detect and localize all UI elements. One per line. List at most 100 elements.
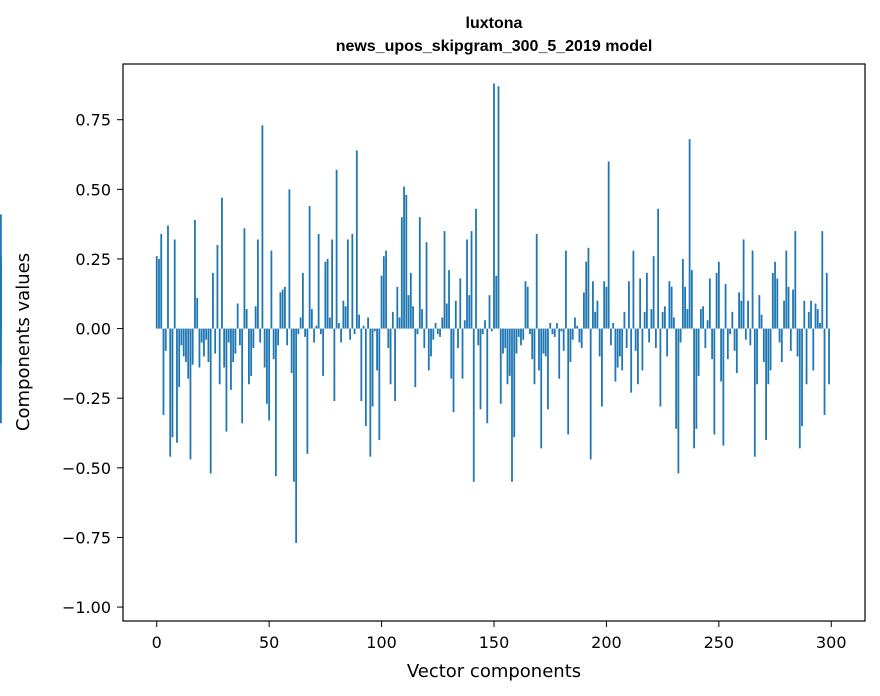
bar-274 (771, 272, 774, 329)
bar-294 (816, 309, 819, 329)
bar-182 (565, 250, 567, 329)
x-tick-label: 250 (704, 633, 735, 652)
bar-190 (583, 292, 585, 329)
bar-245 (706, 320, 709, 329)
bar-68 (308, 206, 311, 329)
bar-122 (430, 328, 432, 357)
bar-5 (167, 225, 169, 329)
bar-40 (245, 309, 248, 329)
bar-126 (439, 328, 441, 337)
bar-234 (681, 258, 684, 329)
bar-138 (466, 239, 468, 329)
bar-248 (713, 328, 716, 435)
bar-176 (551, 328, 554, 335)
bar-undefined (0, 261, 2, 329)
bar-26 (214, 328, 217, 354)
bar-18 (196, 297, 199, 329)
bar-129 (445, 303, 448, 329)
bar-299 (828, 328, 830, 385)
x-tick-label: 150 (479, 633, 510, 652)
bar-238 (690, 270, 693, 329)
bar-292 (812, 328, 815, 371)
bar-85 (346, 239, 349, 329)
bar-84 (344, 306, 347, 329)
bar-undefined (0, 328, 2, 424)
x-tick-label: 0 (152, 633, 162, 652)
bar-279 (783, 300, 785, 329)
bar-250 (717, 261, 720, 329)
bar-253 (724, 284, 727, 329)
bar-117 (418, 217, 421, 329)
bar-231 (675, 328, 678, 429)
bar-295 (819, 323, 821, 329)
bar-242 (699, 309, 702, 329)
bar-95 (369, 328, 372, 457)
bar-21 (203, 328, 205, 357)
bar-73 (319, 328, 322, 335)
bar-31 (225, 328, 228, 432)
bar-125 (436, 328, 439, 335)
x-axis-label: Vector components (407, 661, 581, 682)
bar-4 (164, 328, 167, 351)
bar-205 (616, 328, 619, 368)
bar-124 (434, 323, 437, 329)
bar-222 (654, 328, 657, 349)
bar-76 (326, 258, 329, 329)
y-tick-label: 0.25 (75, 250, 111, 269)
bar-178 (556, 323, 558, 329)
bar-136 (461, 328, 464, 379)
bar-16 (191, 328, 194, 365)
bar-258 (735, 328, 738, 374)
bar-41 (248, 328, 250, 385)
bar-153 (499, 328, 502, 404)
bar-276 (776, 278, 779, 329)
bar-83 (342, 300, 345, 329)
bar-267 (756, 328, 758, 385)
bar-206 (619, 328, 621, 357)
bar-170 (538, 328, 540, 371)
bar-278 (780, 328, 783, 362)
bar-106 (394, 328, 396, 401)
y-tick-label: −0.75 (62, 528, 111, 547)
bar-254 (726, 328, 729, 360)
bar-196 (596, 300, 599, 329)
bar-25 (212, 272, 214, 329)
bar-291 (810, 300, 812, 329)
bar-70 (313, 328, 316, 343)
bar-30 (223, 328, 226, 368)
bar-275 (774, 261, 776, 329)
bar-series (0, 83, 830, 544)
bar-7 (171, 328, 174, 438)
bar-192 (587, 247, 590, 329)
bar-244 (704, 328, 707, 349)
bar-236 (686, 309, 689, 329)
bar-13 (185, 328, 187, 362)
y-tick-label: −1.00 (62, 598, 111, 617)
bar-94 (367, 317, 369, 329)
x-axis-ticks: 0 50 100 150 200 250 300 (152, 621, 847, 652)
bar-3 (162, 328, 165, 415)
bar-212 (632, 250, 635, 329)
bar-163 (522, 328, 525, 340)
bar-0 (155, 256, 158, 329)
bar-214 (637, 328, 639, 385)
bar-266 (753, 328, 756, 457)
bar-193 (589, 328, 592, 460)
bar-151 (495, 275, 498, 329)
bar-50 (268, 328, 271, 421)
bar-227 (666, 328, 669, 357)
bar-240 (695, 328, 698, 429)
bar-134 (457, 328, 459, 349)
bar-55 (279, 292, 282, 329)
bar-69 (310, 309, 313, 329)
bar-135 (459, 278, 462, 329)
bar-201 (607, 161, 610, 329)
bar-119 (423, 328, 426, 349)
bar-43 (252, 328, 255, 349)
bar-131 (450, 328, 453, 379)
bar-183 (567, 328, 570, 435)
bar-14 (187, 328, 190, 379)
bar-284 (794, 231, 797, 329)
bar-225 (661, 311, 664, 329)
